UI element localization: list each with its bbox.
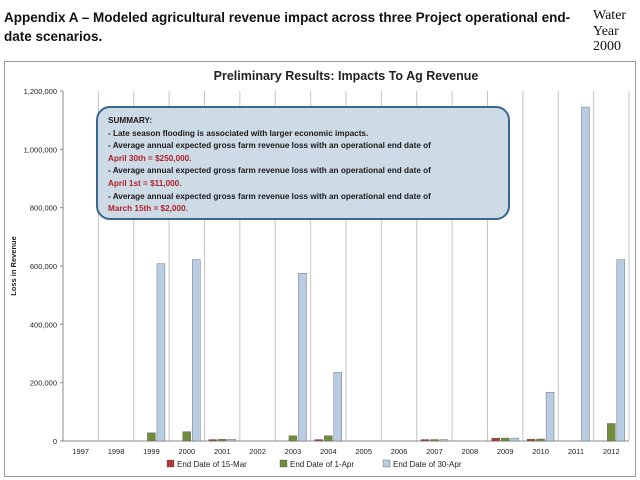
legend-label: End Date of 30-Apr	[393, 460, 462, 469]
legend-swatch	[279, 459, 288, 468]
bar-2010-s0	[526, 439, 536, 442]
y-tick-label: 0	[53, 437, 57, 446]
legend-swatch	[166, 459, 175, 468]
bar-2007-s0	[420, 439, 430, 442]
water-year-note-line: Water	[593, 8, 627, 23]
bar-2010-s2	[545, 392, 555, 442]
water-year-note: Water Year 2000	[593, 8, 639, 55]
bar-2003-s2	[298, 273, 307, 442]
bar-2009-s1	[500, 437, 510, 442]
bar-2003-s1	[288, 435, 298, 442]
appendix-heading: Appendix A – Modeled agricultural revenu…	[4, 10, 571, 44]
bar-2001-s2	[227, 439, 236, 442]
x-tick-label: 2011	[568, 447, 584, 456]
bar-2009-s2	[510, 437, 519, 442]
x-tick-label: 1998	[108, 447, 125, 456]
summary-line: - Average annual expected gross farm rev…	[108, 191, 431, 201]
x-tick-label: 1999	[143, 447, 160, 456]
x-tick-label: 2004	[320, 447, 337, 456]
summary-value: April 1st = $11,000.	[108, 178, 182, 188]
summary-line: - Average annual expected gross farm rev…	[108, 141, 431, 151]
x-tick-label: 2009	[497, 447, 514, 456]
water-year-note-line: 2000	[593, 39, 621, 54]
summary-line: - Average annual expected gross farm rev…	[108, 166, 431, 176]
x-tick-label: 2005	[355, 447, 372, 456]
x-tick-label: 2002	[249, 447, 266, 456]
summary-value: April 30th = $250,000.	[108, 153, 192, 163]
summary-title: SUMMARY:	[108, 116, 153, 125]
y-tick-label: 400,000	[30, 320, 57, 329]
water-year-note-line: Year	[593, 23, 619, 39]
bar-2001-s1	[217, 439, 227, 442]
bar-2000-s1	[182, 431, 192, 442]
x-tick-label: 2010	[532, 447, 549, 456]
y-axis-label: Loss in Revenue	[9, 236, 18, 296]
bar-2007-s2	[439, 439, 449, 442]
x-tick-label: 2001	[214, 447, 231, 456]
bar-2004-s1	[324, 435, 333, 442]
chart-title: Preliminary Results: Impacts To Ag Reven…	[214, 69, 479, 83]
bar-1999-s2	[156, 263, 166, 442]
bar-2004-s0	[314, 439, 324, 442]
bar-2012-s2	[616, 259, 626, 442]
x-tick-label: 2012	[603, 447, 620, 456]
y-tick-label: 200,000	[30, 379, 57, 388]
bar-2001-s0	[208, 439, 217, 442]
y-tick-label: 1,000,000	[24, 145, 57, 154]
bar-2011-s2	[581, 106, 590, 442]
legend-label: End Date of 15-Mar	[177, 460, 247, 469]
summary-callout: SUMMARY: - Late season flooding is assoc…	[96, 106, 510, 220]
bar-1999-s1	[147, 432, 156, 442]
x-tick-label: 1997	[72, 447, 89, 456]
bar-2012-s1	[607, 423, 616, 442]
x-tick-label: 2006	[391, 447, 408, 456]
summary-value: March 15th = $2,000.	[108, 204, 188, 214]
legend-swatch	[382, 459, 391, 468]
x-tick-label: 2007	[426, 447, 443, 456]
legend-label: End Date of 1-Apr	[290, 460, 354, 469]
y-tick-label: 1,200,000	[24, 87, 57, 96]
bar-2007-s1	[430, 439, 439, 442]
bar-2010-s1	[536, 438, 545, 442]
y-tick-label: 800,000	[30, 204, 57, 213]
x-tick-label: 2000	[178, 447, 195, 456]
bar-2000-s2	[192, 259, 201, 442]
y-tick-label: 600,000	[30, 262, 57, 271]
bar-2009-s0	[491, 437, 500, 442]
bar-2004-s2	[333, 372, 343, 442]
x-tick-label: 2003	[285, 447, 302, 456]
x-tick-label: 2008	[461, 447, 478, 456]
summary-line: - Late season flooding is associated wit…	[108, 128, 369, 138]
